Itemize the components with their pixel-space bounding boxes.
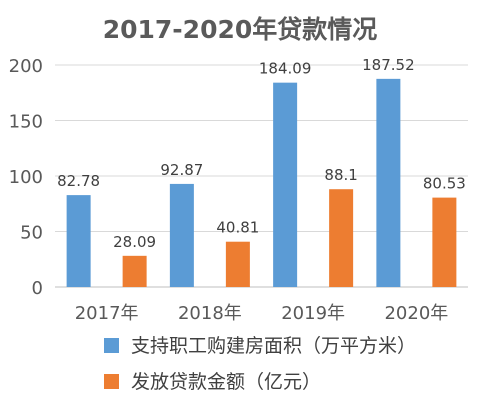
data-labels: 82.78 28.09 92.87 40.81 184.09 88.1 187.52 80.5… <box>57 56 466 251</box>
bars <box>66 78 457 288</box>
data-label: 80.53 <box>423 175 466 193</box>
y-tick-label: 100 <box>9 167 43 188</box>
bar-loan-2 <box>329 189 354 287</box>
y-axis-ticks: 0 50 100 150 200 <box>9 56 43 299</box>
x-axis-ticks: 2017年 2018年 2019年 2020年 <box>75 303 449 324</box>
legend-swatch <box>104 374 119 389</box>
data-label: 187.52 <box>362 56 415 74</box>
bar-area-2 <box>273 82 298 288</box>
data-label: 184.09 <box>259 60 312 78</box>
x-tick-label: 2019年 <box>281 303 345 324</box>
watermark: 头条 @智选新房 <box>377 391 472 407</box>
y-tick-label: 0 <box>32 278 43 299</box>
data-label: 82.78 <box>57 172 100 190</box>
x-tick-label: 2017年 <box>75 303 139 324</box>
legend-swatch <box>104 338 119 353</box>
data-label: 28.09 <box>113 233 156 251</box>
grid <box>55 64 468 288</box>
bar-area-1 <box>169 183 194 287</box>
data-label: 92.87 <box>160 161 203 179</box>
legend-label: 发放贷款金额（亿元） <box>131 371 321 393</box>
y-tick-label: 50 <box>20 223 43 244</box>
x-tick-label: 2020年 <box>384 303 448 324</box>
chart-title: 2017-2020年贷款情况 <box>103 15 378 44</box>
data-label: 40.81 <box>216 219 259 237</box>
legend-label: 支持职工购建房面积（万平方米） <box>131 335 416 357</box>
bar-area-3 <box>376 78 401 287</box>
bar-loan-0 <box>122 255 147 287</box>
x-tick-label: 2018年 <box>178 303 242 324</box>
data-label: 88.1 <box>324 166 357 184</box>
legend: 支持职工购建房面积（万平方米） 发放贷款金额（亿元） <box>104 335 416 393</box>
bar-area-0 <box>66 195 91 287</box>
bar-loan-1 <box>225 241 250 287</box>
watermark-text: 头条 @智选新房 <box>377 391 472 407</box>
y-tick-label: 200 <box>9 56 43 77</box>
bar-loan-3 <box>432 197 457 287</box>
y-tick-label: 150 <box>9 112 43 133</box>
